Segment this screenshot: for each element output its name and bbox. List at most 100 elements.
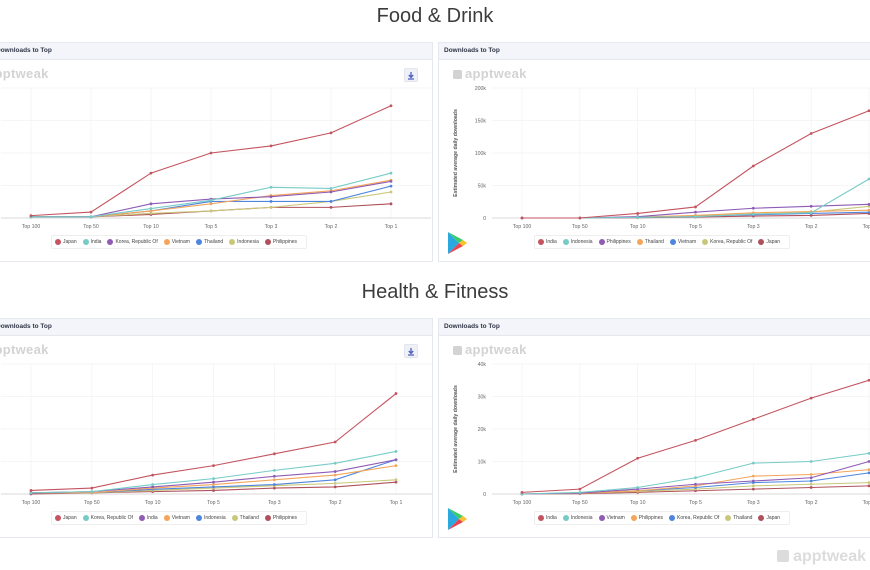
legend-label: Philippines: [272, 515, 298, 521]
y-axis-title: Estimated average daily downloads: [453, 109, 459, 197]
legend-marker: [668, 515, 675, 521]
legend-item[interactable]: Vietnam: [669, 239, 696, 245]
legend-item[interactable]: Japan: [758, 515, 780, 521]
data-point: [29, 491, 33, 495]
data-point: [809, 460, 813, 463]
data-point: [636, 456, 640, 460]
legend-item[interactable]: Thailand: [231, 515, 259, 521]
chart-legend: Japan Korea, Republic Of India Vietnam Indon…: [51, 511, 308, 525]
data-point: [578, 216, 582, 220]
x-tick-label: Top 1: [863, 500, 870, 506]
legend-label: India: [546, 239, 557, 245]
data-point: [389, 171, 393, 175]
data-point: [329, 200, 333, 203]
legend-label: Japan: [766, 515, 781, 521]
legend-label: Korea, Republic Of: [90, 515, 133, 521]
legend-item[interactable]: Indonesia: [229, 239, 259, 245]
chart-legend: India Indonesia Vietnam Philippines Korea, R…: [534, 511, 791, 525]
data-point: [867, 177, 870, 181]
apptweak-logo-icon: [453, 70, 462, 79]
x-tick-label: Top 3: [747, 500, 760, 506]
data-point: [636, 215, 640, 219]
x-tick-label: Top 100: [513, 224, 532, 230]
y-tick-label: 0: [483, 492, 486, 498]
legend-item[interactable]: Japan: [758, 239, 780, 245]
legend-item[interactable]: Thailand: [195, 239, 223, 245]
legend-item[interactable]: Vietnam: [163, 515, 190, 521]
legend-marker: [669, 239, 676, 245]
download-button[interactable]: [404, 68, 418, 82]
legend-item[interactable]: Thailand: [725, 515, 752, 521]
data-point: [809, 396, 813, 400]
legend-marker: [758, 239, 765, 245]
data-point: [209, 202, 213, 206]
data-point: [269, 185, 273, 189]
data-point: [149, 209, 153, 213]
data-point: [209, 198, 213, 202]
legend-item[interactable]: Indonesia: [195, 515, 226, 521]
legend-item[interactable]: Indonesia: [562, 239, 593, 245]
legend-label: Vietnam: [606, 515, 625, 521]
data-point: [212, 480, 215, 484]
data-point: [151, 473, 155, 477]
data-point: [149, 207, 153, 210]
data-point: [90, 490, 94, 494]
x-tick-label: Top 3: [747, 224, 760, 230]
legend-item[interactable]: Philippines: [264, 239, 297, 245]
legend-item[interactable]: Philippines: [264, 515, 298, 521]
legend-item[interactable]: Philippines: [598, 239, 631, 245]
legend-item[interactable]: Korea, Republic Of: [668, 515, 719, 521]
data-point: [867, 208, 870, 212]
legend-item[interactable]: India: [138, 515, 158, 521]
legend-item[interactable]: India: [538, 239, 557, 245]
data-point: [867, 468, 870, 472]
y-tick-label: 200k: [475, 86, 487, 92]
legend-item[interactable]: Korea, Republic Of: [702, 239, 752, 245]
legend-item[interactable]: Japan: [55, 515, 77, 521]
legend-marker: [538, 239, 544, 245]
section-title-health-fitness: Health & Fitness: [361, 281, 509, 303]
data-point: [149, 171, 153, 175]
legend-label: Thailand: [733, 515, 753, 521]
legend-item[interactable]: India: [82, 239, 101, 245]
legend-item[interactable]: Thailand: [636, 239, 664, 245]
data-point: [89, 215, 93, 219]
data-point: [333, 470, 337, 473]
data-point: [394, 478, 398, 482]
x-tick-label: Top 1: [863, 224, 870, 230]
legend-marker: [725, 515, 732, 521]
data-point: [867, 471, 870, 475]
data-point: [694, 438, 697, 442]
data-point: [694, 215, 697, 219]
legend-marker: [702, 239, 709, 245]
legend-marker: [636, 239, 643, 245]
data-point: [272, 486, 276, 490]
data-point: [751, 474, 755, 478]
x-tick-label: Top 10: [143, 224, 159, 230]
legend-item[interactable]: Vietnam: [163, 239, 190, 245]
line-chart: Top 100 Top 50 Top 10 Top 5 Top 3 Top 2 Top 1: [1, 363, 432, 506]
legend-label: Japan: [766, 239, 781, 245]
legend-label: Korea, Republic Of: [115, 239, 158, 245]
legend-label: Philippines: [638, 515, 663, 521]
legend-label: Indonesia: [570, 239, 593, 245]
legend-label: India: [146, 515, 158, 521]
legend-item[interactable]: India: [538, 515, 557, 521]
data-point: [29, 489, 33, 492]
data-point: [809, 132, 813, 135]
legend-item[interactable]: Philippines: [630, 515, 663, 521]
download-button[interactable]: [404, 344, 418, 358]
legend-item[interactable]: Korea, Republic Of: [107, 239, 158, 245]
data-point: [751, 484, 755, 488]
legend-item[interactable]: Japan: [55, 239, 77, 245]
legend-item[interactable]: Vietnam: [598, 515, 625, 521]
legend-item[interactable]: Korea, Republic Of: [82, 515, 133, 521]
data-point: [149, 202, 153, 206]
legend-marker: [562, 239, 569, 245]
chart-legend: India Indonesia Philippines Thailand Vietnam…: [534, 235, 791, 249]
legend-item[interactable]: Indonesia: [562, 515, 593, 521]
apptweak-watermark: apptweak: [0, 66, 49, 81]
data-point: [212, 483, 215, 486]
